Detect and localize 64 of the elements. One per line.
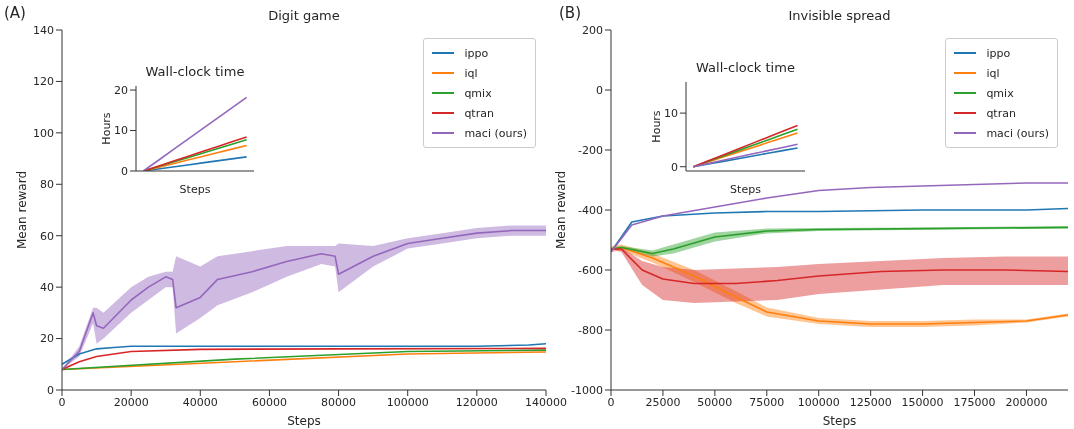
y-tick-label: 60 xyxy=(40,229,54,243)
x-tick-label: 200000 xyxy=(1005,395,1048,409)
line-series xyxy=(142,96,248,171)
y-tick-label: 0 xyxy=(121,164,128,178)
y-tick-label: -600 xyxy=(578,263,603,277)
x-tick-label: 0 xyxy=(58,395,66,409)
legend-label: ippo xyxy=(464,46,489,60)
legend-label: qmix xyxy=(464,86,492,100)
y-tick-label: 120 xyxy=(33,75,54,89)
legend-label: qtran xyxy=(464,106,494,120)
y-tick-label: 140 xyxy=(33,23,54,37)
legend-label: maci (ours) xyxy=(464,126,527,140)
y-tick-label: -1000 xyxy=(571,383,603,397)
legend-label: qtran xyxy=(986,106,1016,120)
y-tick-label: 200 xyxy=(582,23,603,37)
y-axis-title: Hours xyxy=(649,110,663,143)
legend-label: qmix xyxy=(986,86,1014,100)
x-tick-label: 140000 xyxy=(525,395,567,409)
x-tick-label: 0 xyxy=(607,395,615,409)
chart-title: Wall-clock time xyxy=(144,64,246,79)
text: (A) xyxy=(4,4,26,22)
line-series xyxy=(611,248,1068,285)
x-tick-label: 50000 xyxy=(697,395,733,409)
x-tick-label: 60000 xyxy=(251,395,287,409)
text: (B) xyxy=(559,4,581,22)
x-tick-label: 20000 xyxy=(113,395,149,409)
chart-title: Wall-clock time xyxy=(695,60,796,75)
x-tick-label: 175000 xyxy=(953,395,996,409)
x-tick-label: 120000 xyxy=(455,395,498,409)
y-tick-label: 20 xyxy=(40,332,54,346)
line-series xyxy=(62,342,546,366)
y-tick-label: 10 xyxy=(114,124,128,138)
y-tick-label: 20 xyxy=(114,83,128,97)
y-axis-title: Mean reward xyxy=(15,170,30,250)
chart-title: Digit game xyxy=(267,8,341,23)
y-tick-label: 100 xyxy=(33,126,54,140)
legend-label: maci (ours) xyxy=(986,126,1049,140)
y-axis-title: Mean reward xyxy=(554,170,569,250)
x-axis-title: Steps xyxy=(287,414,321,428)
y-tick-label: 0 xyxy=(47,383,54,397)
x-axis-title: Steps xyxy=(179,183,211,196)
x-tick-label: 125000 xyxy=(849,395,892,409)
y-tick-label: 10 xyxy=(664,107,678,120)
x-tick-label: 80000 xyxy=(321,395,357,409)
chart-title: Invisible spread xyxy=(787,8,892,23)
y-tick-label: -400 xyxy=(578,203,603,217)
x-tick-label: 40000 xyxy=(182,395,218,409)
x-axis-title: Steps xyxy=(822,414,857,428)
y-tick-label: 80 xyxy=(40,178,54,192)
x-tick-label: 150000 xyxy=(901,395,944,409)
line-series xyxy=(611,182,1068,253)
x-tick-label: 100000 xyxy=(386,395,429,409)
legend-label: iql xyxy=(986,66,1000,80)
y-tick-label: 0 xyxy=(596,83,603,97)
x-tick-label: 75000 xyxy=(749,395,785,409)
x-tick-label: 100000 xyxy=(797,395,840,409)
legend-label: iql xyxy=(464,66,478,80)
x-axis-title: Steps xyxy=(730,183,762,196)
y-tick-label: 40 xyxy=(40,281,54,295)
x-tick-label: 25000 xyxy=(645,395,681,409)
y-axis-title: Hours xyxy=(99,112,113,145)
y-tick-label: -200 xyxy=(578,143,603,157)
legend-label: ippo xyxy=(986,46,1011,60)
y-tick-label: -800 xyxy=(578,323,603,337)
